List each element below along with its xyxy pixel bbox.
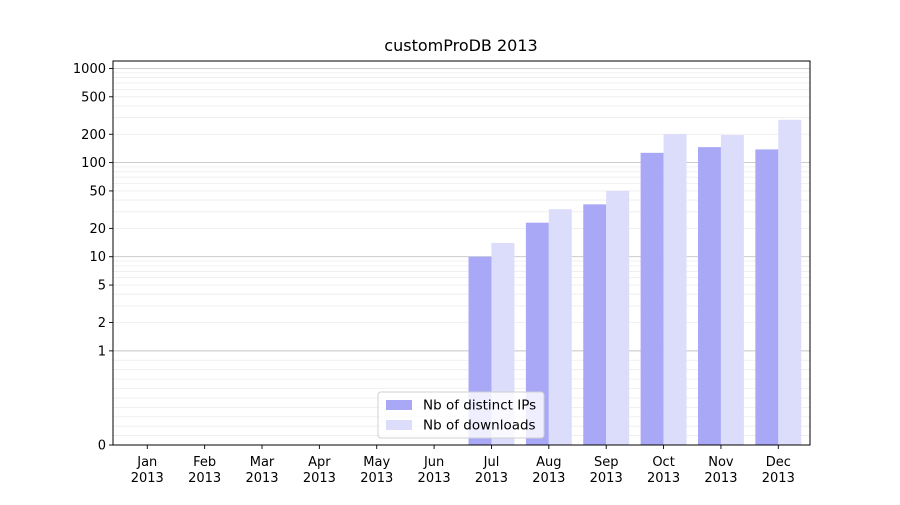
y-axis: 0 1 2 5 10 20 50 100 200 500 1000 [73, 62, 113, 454]
y-tick-label: 5 [98, 279, 106, 294]
plot-area-frame [112, 60, 811, 446]
x-tick-label: Oct 2013 [647, 455, 680, 486]
x-tick-label: Jul 2013 [475, 455, 508, 486]
bar-nb-of-downloads-aug [548, 209, 572, 445]
bar-nb-of-distinct-ips-oct [640, 152, 664, 445]
y-tick-label: 2 [98, 316, 106, 331]
y-tick-label: 1 [98, 344, 106, 359]
y-tick-label: 10 [89, 250, 106, 265]
legend: Nb of distinct IPs Nb of downloads [377, 391, 545, 439]
y-tick-label: 50 [89, 184, 106, 199]
y-tick-label: 20 [89, 222, 106, 237]
x-tick-label: Nov 2013 [704, 455, 737, 486]
x-axis: Jan 2013 Feb 2013 Mar 2013 Apr 2013 May 2013 Jun 20… [131, 445, 795, 486]
grid-layer [113, 68, 810, 436]
legend-label: Nb of distinct IPs [423, 398, 536, 414]
legend-swatch [386, 420, 412, 430]
bar-nb-of-distinct-ips-aug [525, 222, 549, 445]
x-tick-label: Mar 2013 [245, 455, 278, 486]
bar-nb-of-distinct-ips-dec [755, 149, 779, 445]
x-tick-label: Feb 2013 [188, 455, 221, 486]
x-tick-label: Jan 2013 [131, 455, 164, 486]
legend-label: Nb of downloads [423, 418, 536, 434]
bar-nb-of-downloads-oct [663, 134, 687, 445]
axes-frame [112, 60, 811, 446]
bar-nb-of-downloads-nov [720, 135, 744, 445]
x-tick-label: May 2013 [360, 455, 393, 486]
x-tick-label: Dec 2013 [762, 455, 795, 486]
legend-swatch [386, 400, 412, 410]
chart-title: customProDB 2013 [384, 36, 537, 55]
x-tick-label: Apr 2013 [303, 455, 336, 486]
bar-nb-of-downloads-dec [778, 119, 802, 446]
y-tick-label: 100 [81, 156, 106, 171]
y-tick-label: 0 [98, 439, 106, 454]
y-tick-label: 1000 [73, 62, 106, 77]
bars-layer [468, 119, 802, 446]
y-tick-label: 200 [81, 128, 106, 143]
bar-nb-of-downloads-sep [606, 190, 630, 445]
legend-box [377, 391, 545, 439]
x-tick-label: Sep 2013 [590, 455, 623, 486]
bar-nb-of-distinct-ips-nov [697, 147, 721, 445]
x-tick-label: Jun 2013 [418, 455, 451, 486]
x-tick-label: Aug 2013 [532, 455, 565, 486]
bar-nb-of-distinct-ips-sep [583, 204, 607, 445]
y-tick-label: 500 [81, 90, 106, 105]
